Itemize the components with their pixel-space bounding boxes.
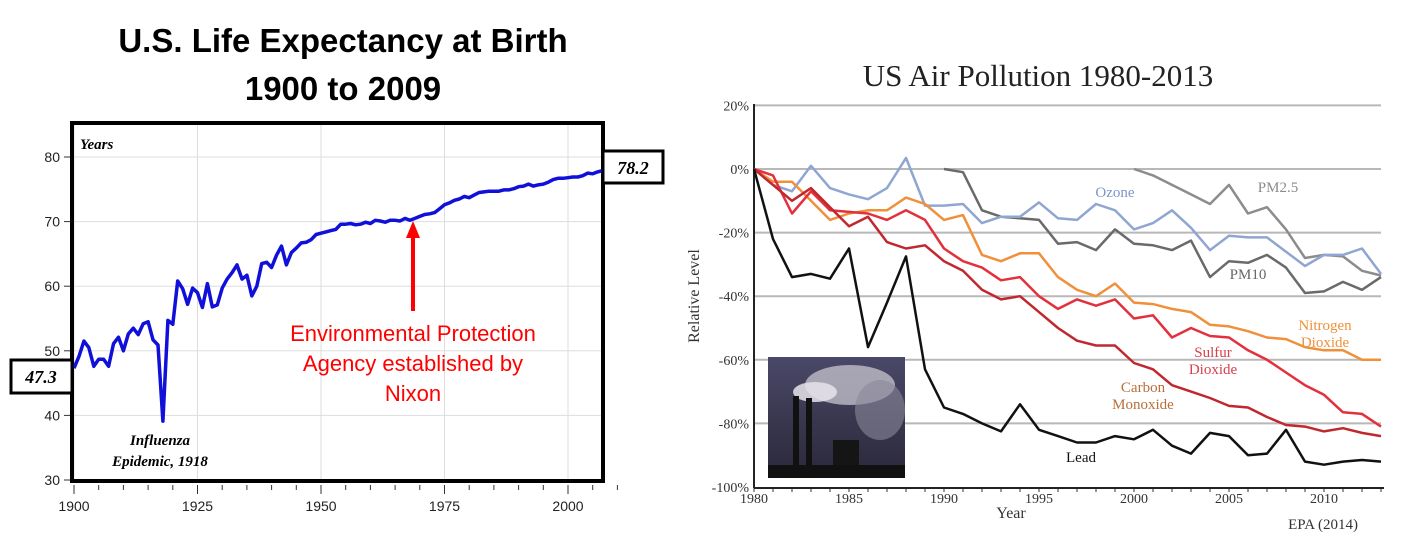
y-tick-label: -40% (719, 290, 750, 305)
life-expectancy-chart: U.S. Life Expectancy at Birth 1900 to 20… (9, 22, 665, 514)
x-tick-label: 2000 (552, 498, 583, 514)
epa-annotation-line2: Agency established by (303, 351, 523, 376)
y-tick-label: -80% (719, 417, 750, 432)
series-line-sulfur-dioxide (753, 167, 1382, 428)
y-tick-label: 60 (44, 278, 60, 294)
series-line-lead (752, 168, 1382, 466)
y-tick-label: -20% (719, 227, 750, 242)
smokestacks-photo (768, 357, 905, 478)
series-line-ozone (753, 156, 1383, 275)
plot-frame (70, 121, 605, 483)
y-tick-label: -100% (712, 481, 750, 496)
epa-arrow-head-icon (406, 221, 420, 238)
y-tick-label: 70 (44, 214, 60, 230)
x-tick-label: 2005 (1215, 492, 1243, 507)
x-tick-label: 1900 (58, 498, 89, 514)
y-tick-label: -60% (719, 354, 750, 369)
source-label: EPA (2014) (1288, 517, 1358, 533)
y-tick-label: 80 (44, 149, 60, 165)
influenza-annotation-line2: Epidemic, 1918 (111, 454, 208, 470)
y-tick-label: 30 (44, 472, 60, 488)
series-label-nitrogen-dioxide: Nitrogen (1298, 318, 1352, 334)
chart-title: US Air Pollution 1980-2013 (863, 58, 1214, 93)
x-tick-label: 2000 (1120, 492, 1148, 507)
x-tick-label: 1990 (930, 492, 958, 507)
x-tick-label: 2010 (1310, 492, 1338, 507)
series-label-lead: Lead (1066, 450, 1096, 466)
air-pollution-chart: US Air Pollution 1980-2013 20% 0% -20% -40%… (686, 58, 1384, 533)
y-tick-label: 40 (44, 407, 60, 423)
x-tick-label: 1980 (740, 492, 768, 507)
series-label-sulfur-dioxide: Sulfur (1194, 345, 1232, 361)
x-axis-label: Year (996, 505, 1026, 522)
y-tick-label: 50 (44, 343, 60, 359)
series-label-nitrogen-dioxide: Dioxide (1301, 335, 1350, 351)
x-tick-label: 1975 (429, 498, 460, 514)
end-value-box (601, 149, 665, 185)
series-line-pm10 (943, 167, 1382, 295)
series-label-ozone: Ozone (1095, 185, 1134, 201)
series-label-pm10: PM10 (1230, 267, 1267, 283)
y-axis-label: Relative Level (686, 249, 703, 343)
series-label-sulfur-dioxide: Dioxide (1189, 362, 1238, 378)
x-tick-label: 1925 (182, 498, 213, 514)
epa-annotation-line3: Nixon (385, 381, 441, 406)
x-tick-label: 1985 (835, 492, 863, 507)
start-value-box (9, 358, 74, 395)
y-tick-label: 20% (723, 99, 749, 114)
influenza-annotation-line1: Influenza (129, 433, 191, 449)
life-expectancy-line (72, 166, 613, 423)
y-tick-label: 0% (730, 163, 749, 178)
chart-title-line2: 1900 to 2009 (245, 70, 441, 107)
series-line-nitrogen-dioxide (753, 167, 1381, 362)
series-label-carbon-monoxide: Monoxide (1112, 397, 1174, 413)
start-value-label: 47.3 (24, 367, 57, 387)
series-label-carbon-monoxide: Carbon (1121, 380, 1166, 396)
chart-title-line1: U.S. Life Expectancy at Birth (118, 22, 567, 59)
end-value-label: 78.2 (617, 158, 649, 178)
x-tick-label: 1950 (305, 498, 336, 514)
series-label-pm2-5: PM2.5 (1258, 180, 1298, 196)
x-tick-label: 1995 (1025, 492, 1053, 507)
epa-annotation-line1: Environmental Protection (290, 321, 536, 346)
series-line-carbon-monoxide (753, 168, 1382, 438)
y-axis-label: Years (80, 137, 113, 153)
